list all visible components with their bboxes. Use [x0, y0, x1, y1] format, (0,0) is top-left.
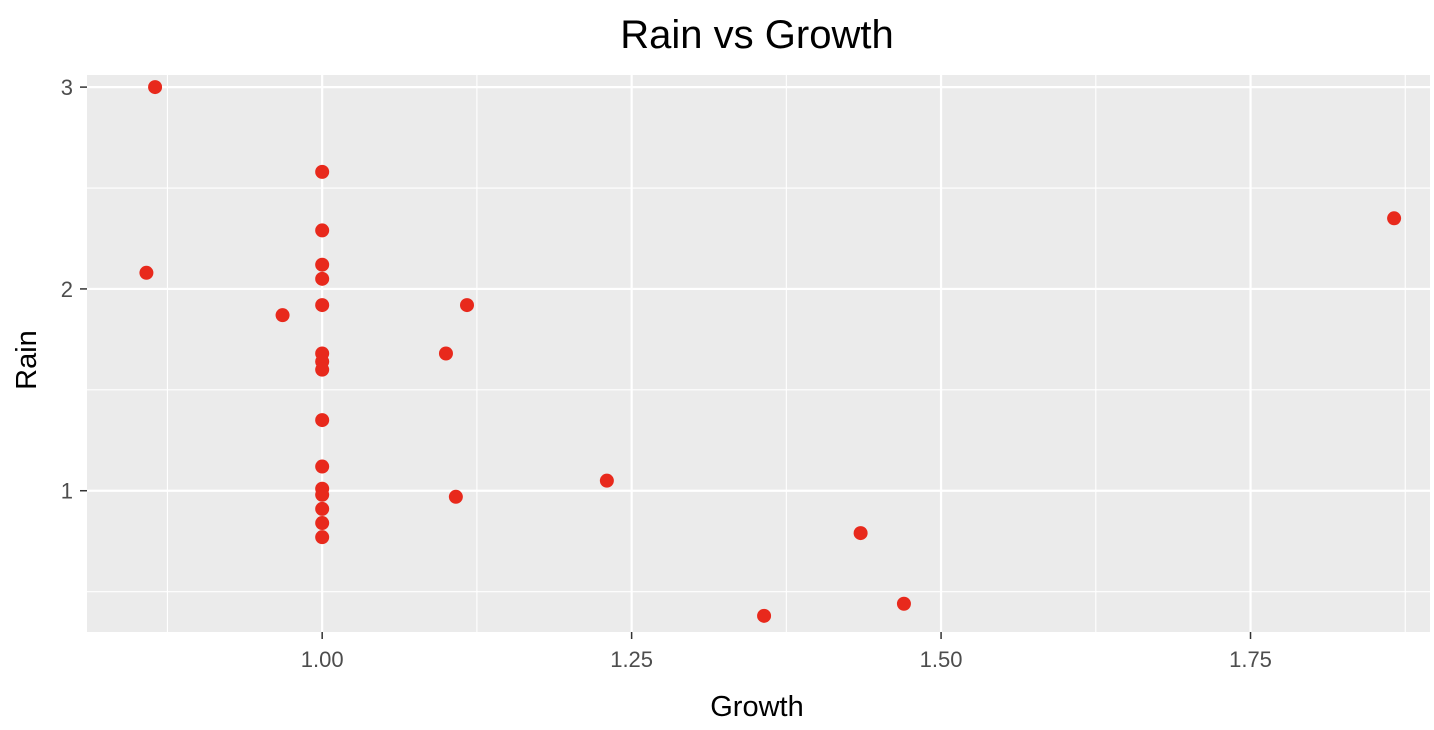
- y-tick-label: 2: [61, 277, 73, 302]
- data-point: [448, 489, 463, 504]
- grid-lines: [87, 75, 1430, 632]
- data-point: [148, 80, 163, 95]
- y-tick-label: 3: [61, 75, 73, 100]
- data-points: [139, 80, 1402, 623]
- data-point: [315, 362, 330, 377]
- data-point: [896, 596, 911, 611]
- data-point: [315, 257, 330, 272]
- data-point: [315, 459, 330, 474]
- axis-ticks: 1.00 1.25 1.50 1.75 1 2 3: [61, 75, 1272, 672]
- data-point: [275, 308, 290, 323]
- x-tick-label: 1.25: [610, 647, 653, 672]
- data-point: [315, 530, 330, 545]
- data-point: [315, 413, 330, 428]
- data-point: [315, 164, 330, 179]
- data-point: [757, 608, 772, 623]
- data-point: [438, 346, 453, 361]
- data-point: [599, 473, 614, 488]
- data-point: [139, 265, 154, 280]
- data-point: [1387, 211, 1402, 226]
- y-axis-title: Rain: [11, 330, 43, 390]
- x-tick-label: 1.75: [1229, 647, 1272, 672]
- data-point: [315, 501, 330, 516]
- plot-panel: [87, 75, 1430, 632]
- data-point: [315, 271, 330, 286]
- data-point: [315, 487, 330, 502]
- x-tick-label: 1.50: [920, 647, 963, 672]
- x-tick-label: 1.00: [301, 647, 344, 672]
- data-point: [315, 298, 330, 313]
- y-tick-label: 1: [61, 479, 73, 504]
- chart-title: Rain vs Growth: [620, 13, 893, 57]
- data-point: [460, 298, 475, 313]
- data-point: [315, 516, 330, 531]
- x-axis-title: Growth: [710, 691, 803, 723]
- data-point: [853, 526, 868, 541]
- data-point: [315, 223, 330, 238]
